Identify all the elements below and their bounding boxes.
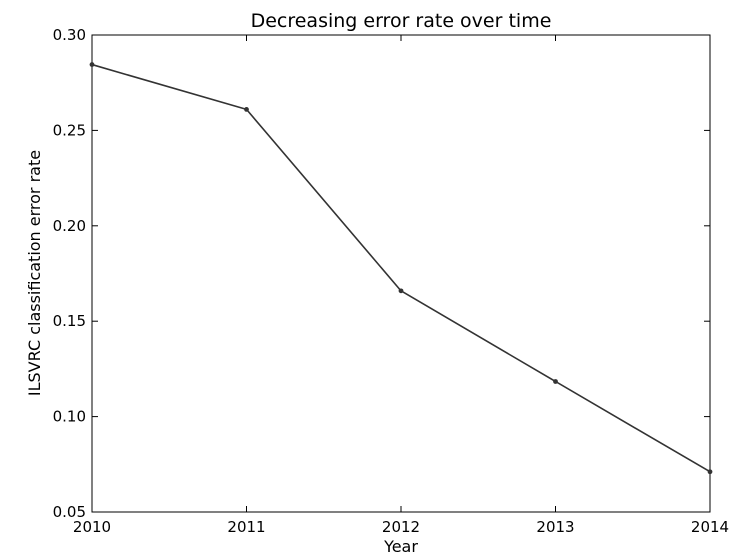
data-point	[244, 107, 249, 112]
x-tick-label: 2012	[382, 518, 420, 536]
data-point	[398, 288, 404, 294]
y-tick-label: 0.20	[53, 217, 86, 235]
data-point	[89, 62, 95, 67]
y-tick-label: 0.15	[53, 312, 86, 330]
axis-ticks: 2010 2011 2012 2013 2014 0.05 0.10 0.15 0.20 0.25…	[53, 26, 730, 536]
y-axis-label: ILSVRC classification error rate	[25, 150, 44, 396]
data-point	[707, 469, 713, 475]
series-layer	[89, 62, 713, 475]
data-point	[553, 379, 558, 384]
x-axis-label: Year	[383, 537, 418, 554]
y-tick-label: 0.30	[53, 26, 86, 44]
x-tick-label: 2014	[691, 518, 729, 536]
x-tick-label: 2013	[536, 518, 574, 536]
y-tick-label: 0.10	[53, 408, 86, 426]
y-tick-label: 0.25	[53, 121, 86, 139]
chart-title: Decreasing error rate over time	[251, 10, 552, 32]
x-tick-label: 2010	[73, 518, 111, 536]
y-tick-label: 0.05	[53, 503, 86, 521]
x-tick-label: 2011	[227, 518, 265, 536]
